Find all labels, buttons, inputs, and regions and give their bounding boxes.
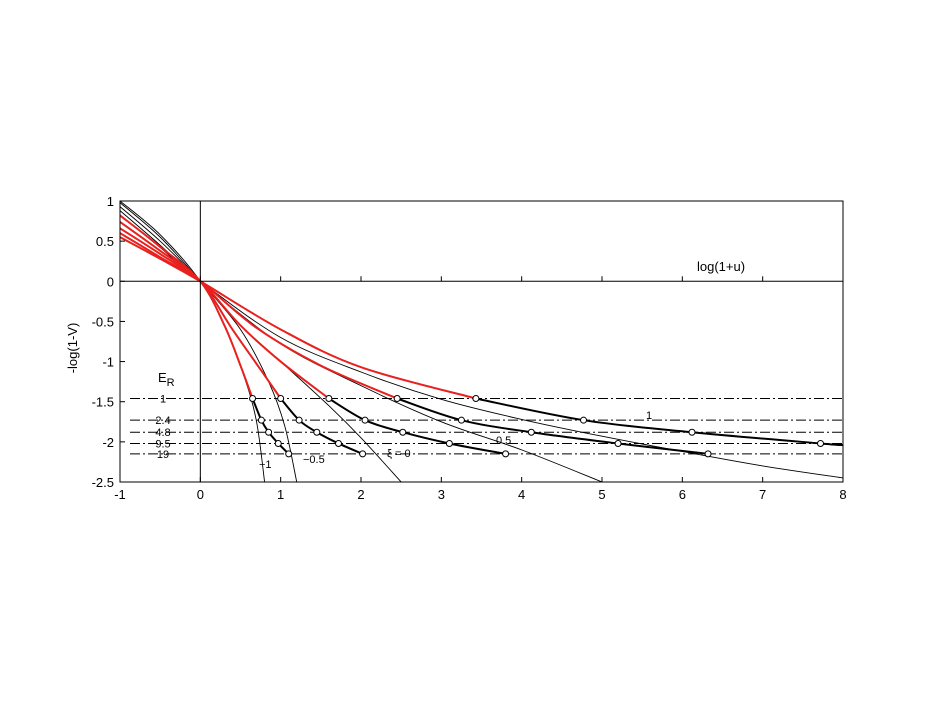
y-tick-label-5: 0 <box>107 274 114 289</box>
y-tick-label-0: -2.5 <box>92 475 114 490</box>
x-axis-label: log(1+u) <box>697 259 745 274</box>
marker-1-1 <box>295 416 303 424</box>
curve-markers <box>249 395 825 458</box>
x-tick-label-8: 7 <box>759 487 766 502</box>
marker-2-2 <box>399 428 407 436</box>
er-level-label-0: 1 <box>160 394 166 406</box>
x-tick-label-3: 2 <box>357 487 364 502</box>
x-tick-label-7: 6 <box>679 487 686 502</box>
marker-1-4 <box>359 450 367 458</box>
y-tick-label-2: -1.5 <box>92 395 114 410</box>
x-tick-label-9: 8 <box>839 487 846 502</box>
y-tick-label-1: -2 <box>102 435 114 450</box>
thin-curves <box>120 201 843 482</box>
marker-0-4 <box>285 450 293 458</box>
thin-curve-4 <box>120 215 843 479</box>
red-curve-0 <box>120 214 254 399</box>
xi-label-one: 1 <box>646 410 652 422</box>
red-curve-4 <box>120 236 477 400</box>
xi-label-neg1: −1 <box>259 459 272 471</box>
marker-0-1 <box>257 416 265 424</box>
marker-0-2 <box>265 428 273 436</box>
marker-0-3 <box>274 439 282 447</box>
black-curve-0 <box>251 398 290 455</box>
er-reference-lines <box>130 398 843 455</box>
thin-curve-3 <box>120 210 603 482</box>
marker-4-1 <box>580 416 588 424</box>
marker-3-1 <box>457 416 465 424</box>
xi-label-half: 0.5 <box>496 435 511 447</box>
y-axis-label: -log(1-V) <box>65 323 80 374</box>
x-tick-label-4: 3 <box>438 487 445 502</box>
x-tick-label-5: 4 <box>518 487 525 502</box>
x-tick-label-0: -1 <box>114 487 126 502</box>
red-curve-1 <box>120 221 282 400</box>
thin-curve-1 <box>120 202 298 482</box>
marker-2-4 <box>502 450 510 458</box>
er-level-label-3: 9.5 <box>155 438 170 450</box>
marker-3-2 <box>527 428 535 436</box>
marker-4-3 <box>817 439 825 447</box>
plot-frame <box>119 200 844 483</box>
er-level-label-1: 2.4 <box>155 415 170 427</box>
xi-label-neg05: −0.5 <box>303 454 325 466</box>
x-tick-label-1: 0 <box>197 487 204 502</box>
x-tick-label-2: 1 <box>277 487 284 502</box>
marker-2-1 <box>361 416 369 424</box>
marker-0-0 <box>249 395 257 403</box>
marker-2-0 <box>325 395 333 403</box>
red-curve-2 <box>120 227 330 400</box>
marker-2-3 <box>445 439 453 447</box>
y-tick-label-4: -0.5 <box>92 314 114 329</box>
er-level-label-4: 19 <box>157 449 169 461</box>
er-level-label-2: 4.8 <box>155 427 170 439</box>
axes <box>119 200 844 483</box>
marker-4-0 <box>472 395 480 403</box>
y-tick-label-6: 0.5 <box>96 234 114 249</box>
marker-4-2 <box>688 428 696 436</box>
marker-3-4 <box>704 450 712 458</box>
marker-1-3 <box>335 439 343 447</box>
marker-1-0 <box>277 395 285 403</box>
y-tick-label-3: -1 <box>102 355 114 370</box>
x-tick-label-6: 5 <box>598 487 605 502</box>
marker-3-0 <box>393 395 401 403</box>
ticks: -1 0 1 2 3 4 5 6 7 8 -2.5 -2 -1.5 -1 -0.5 0 0.5 1 <box>92 194 847 502</box>
er-level-labels: 1 2.44.89.519 <box>155 394 170 461</box>
red-curves <box>120 214 477 400</box>
marker-1-2 <box>313 428 321 436</box>
xi-label-zero: ξ = 0 <box>387 448 411 460</box>
marker-3-3 <box>614 439 622 447</box>
er-label: ER <box>158 370 175 389</box>
red-curve-3 <box>120 232 398 400</box>
y-tick-label-7: 1 <box>107 194 114 209</box>
